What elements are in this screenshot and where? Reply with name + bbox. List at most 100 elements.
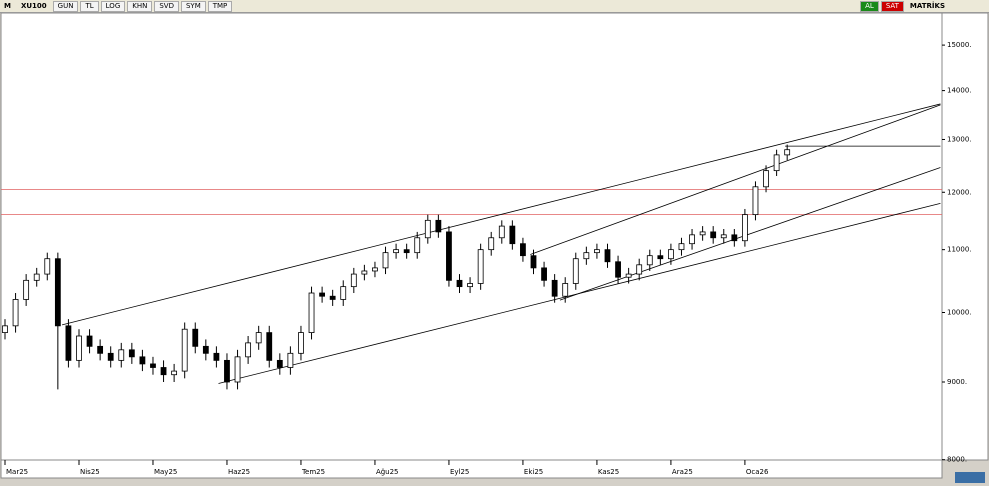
- candle-body: [255, 332, 262, 344]
- candle-body: [773, 154, 780, 172]
- brand: MATRİKS: [909, 1, 945, 10]
- sell-button[interactable]: SAT: [880, 0, 904, 12]
- candle-body: [181, 328, 188, 372]
- button[interactable]: SVD: [154, 0, 179, 12]
- candle-body: [139, 356, 146, 365]
- trend-line: [559, 167, 941, 301]
- y-tick-label: 12000.: [947, 188, 972, 196]
- candle-body: [266, 332, 273, 361]
- candle-body: [636, 264, 643, 275]
- y-tick-label: 15000.: [947, 41, 972, 49]
- candle-body: [424, 219, 431, 239]
- candle-body: [594, 249, 600, 254]
- x-tick-label: Eki25: [524, 468, 543, 476]
- y-tick-label: 13000.: [947, 135, 972, 143]
- candle-body: [615, 261, 621, 278]
- candle-body: [97, 345, 104, 354]
- logo: M: [4, 1, 11, 10]
- candle-body: [245, 342, 252, 358]
- candle-body: [340, 286, 347, 300]
- candle-body: [742, 214, 748, 242]
- candle-body: [520, 243, 526, 257]
- y-tick-label: 8000.: [947, 456, 967, 464]
- candle-body: [393, 249, 399, 254]
- candle-body: [509, 225, 516, 245]
- symbol[interactable]: XU100: [20, 1, 47, 10]
- toolbar: M XU100 GUN TL LOG KHN SVD SYM TMP AL SA…: [0, 0, 989, 13]
- candle-body: [350, 273, 357, 288]
- candle-body: [171, 370, 178, 376]
- x-axis-area: [0, 459, 943, 479]
- y-tick-label: 11000.: [947, 246, 972, 254]
- x-tick-label: Ara25: [672, 468, 693, 476]
- candle-body: [382, 252, 389, 269]
- x-tick-label: Tem25: [301, 468, 325, 476]
- candle-body: [44, 258, 51, 275]
- candle-body: [414, 237, 421, 254]
- candle-body: [689, 234, 695, 245]
- candle-body: [752, 186, 759, 216]
- candle-body: [65, 325, 72, 361]
- candle-body: [319, 292, 326, 297]
- candle-body: [12, 299, 19, 327]
- candle-body: [23, 279, 30, 300]
- candle-body: [213, 352, 220, 361]
- candle-body: [678, 243, 685, 251]
- candle-body: [298, 332, 304, 354]
- candle-body: [446, 231, 452, 281]
- candle-body: [498, 225, 505, 239]
- x-tick-label: May25: [154, 468, 177, 476]
- candle-body: [329, 295, 336, 300]
- candle-body: [699, 231, 706, 236]
- candle-body: [456, 279, 463, 288]
- button[interactable]: LOG: [100, 0, 126, 12]
- candle-body: [361, 270, 368, 275]
- candle-body: [287, 352, 294, 368]
- candle-body: [731, 234, 738, 242]
- candle-body: [224, 359, 230, 383]
- candle-body: [192, 328, 199, 347]
- candle-body: [403, 249, 410, 254]
- candle-body: [583, 252, 590, 260]
- x-tick-label: Nis25: [80, 468, 100, 476]
- x-tick-label: Ağu25: [376, 468, 399, 476]
- candle-body: [150, 363, 156, 368]
- candle-body: [435, 219, 442, 233]
- y-axis-area: [941, 13, 989, 461]
- candle-body: [562, 283, 569, 297]
- button[interactable]: KHN: [127, 0, 153, 12]
- y-tick-label: 10000.: [947, 309, 972, 317]
- plot-area: [0, 13, 943, 461]
- candle-body: [308, 292, 315, 333]
- x-tick-label: Oca26: [746, 468, 769, 476]
- candle-body: [604, 249, 611, 263]
- candle-body: [477, 249, 484, 284]
- trend-line: [61, 103, 941, 326]
- chart: 8000. 9000. 10000. 11000. 12000. 13000. 14000.…: [0, 13, 989, 483]
- button[interactable]: GUN: [52, 0, 79, 12]
- candle-body: [710, 231, 717, 239]
- candle-body: [572, 258, 579, 284]
- candle-body: [128, 349, 135, 358]
- candle-body: [372, 267, 378, 272]
- candle-body: [784, 149, 791, 156]
- candle-body: [763, 170, 769, 188]
- candle-body: [720, 234, 727, 239]
- candle-body: [467, 283, 473, 288]
- buy-button[interactable]: AL: [860, 0, 879, 12]
- candle-body: [234, 356, 241, 383]
- candle-body: [118, 349, 125, 361]
- button[interactable]: TL: [80, 0, 99, 12]
- candle-body: [646, 255, 653, 266]
- scroll-buttons[interactable]: [955, 472, 985, 483]
- candle-body: [2, 325, 8, 333]
- button[interactable]: TMP: [207, 0, 233, 12]
- candle-body: [541, 267, 547, 281]
- x-tick-label: Mar25: [6, 468, 28, 476]
- candle-body: [54, 258, 61, 327]
- button[interactable]: SYM: [180, 0, 206, 12]
- candle-body: [76, 335, 82, 361]
- candle-body: [551, 279, 558, 297]
- candle-body: [657, 255, 664, 260]
